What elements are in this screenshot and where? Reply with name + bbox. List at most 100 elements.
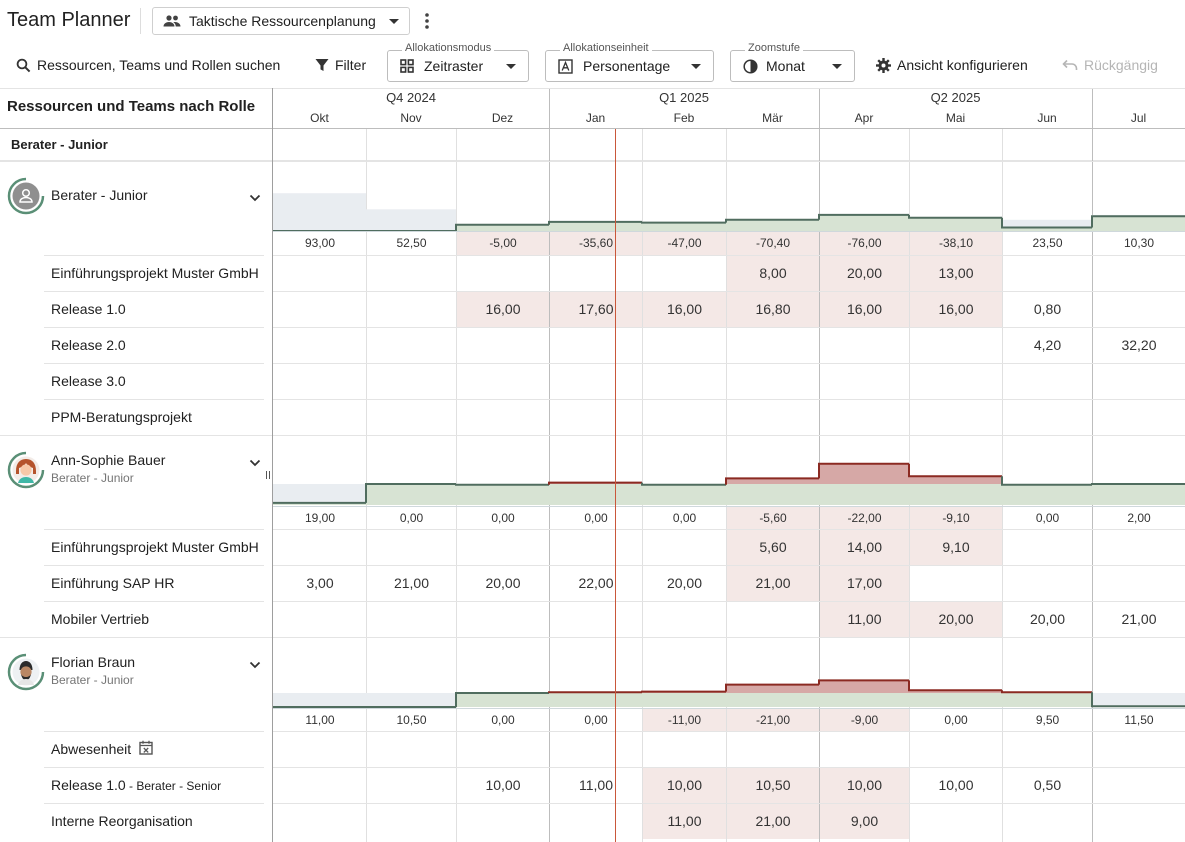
allocation-cell[interactable]: 10,00 — [938, 777, 974, 793]
allocation-cell[interactable] — [274, 602, 366, 637]
allocation-cell[interactable] — [367, 364, 456, 399]
allocation-cell[interactable]: 16,00 — [820, 292, 909, 327]
allocation-cell[interactable]: 5,60 — [727, 530, 819, 565]
more-options-icon[interactable] — [420, 10, 434, 32]
allocation-cell[interactable] — [367, 256, 456, 291]
allocation-cell[interactable]: 11,00 — [643, 804, 726, 839]
allocation-cell[interactable] — [910, 732, 1002, 767]
allocation-cell[interactable]: 21,00 — [393, 575, 430, 591]
allocation-cell[interactable]: 16,00 — [643, 292, 726, 327]
allocation-cell[interactable] — [367, 768, 456, 803]
allocation-cell[interactable] — [550, 530, 642, 565]
allocation-row-label[interactable]: Interne Reorganisation — [51, 813, 193, 829]
allocation-cell[interactable]: 16,00 — [457, 292, 549, 327]
allocation-row-label[interactable]: PPM-Beratungsprojekt — [51, 409, 192, 425]
allocation-cell[interactable] — [1093, 400, 1185, 435]
configure-view-button[interactable]: Ansicht konfigurieren — [876, 56, 1028, 74]
allocation-cell[interactable] — [274, 256, 366, 291]
allocation-cell[interactable] — [1003, 256, 1092, 291]
allocation-cell[interactable] — [643, 256, 726, 291]
allocation-cell[interactable] — [457, 804, 549, 839]
allocation-cell[interactable] — [1003, 732, 1092, 767]
allocation-cell[interactable]: 13,00 — [910, 256, 1002, 291]
allocation-cell[interactable] — [274, 768, 366, 803]
allocation-cell[interactable]: 20,00 — [1029, 611, 1066, 627]
allocation-cell[interactable] — [457, 530, 549, 565]
allocation-row-label[interactable]: Release 1.0 - Berater - Senior — [51, 777, 222, 793]
allocation-cell[interactable] — [457, 732, 549, 767]
allocation-cell[interactable] — [457, 256, 549, 291]
allocation-cell[interactable] — [910, 804, 1002, 839]
allocation-row-label[interactable]: Mobiler Vertrieb — [51, 611, 150, 627]
allocation-cell[interactable] — [727, 732, 819, 767]
chevron-down-icon[interactable] — [249, 459, 261, 467]
chevron-down-icon[interactable] — [249, 661, 261, 669]
allocation-cell[interactable]: 32,20 — [1121, 337, 1157, 353]
allocation-cell[interactable]: 17,60 — [550, 292, 642, 327]
allocation-row-label[interactable]: Release 1.0 — [51, 301, 126, 317]
allocation-cell[interactable] — [820, 732, 909, 767]
allocation-cell[interactable] — [820, 364, 909, 399]
allocation-cell[interactable]: 9,10 — [910, 530, 1002, 565]
allocation-cell[interactable] — [274, 364, 366, 399]
view-selector[interactable]: Taktische Ressourcenplanung — [152, 7, 410, 35]
allocation-cell[interactable] — [1093, 364, 1185, 399]
allocation-cell[interactable]: 10,00 — [485, 777, 521, 793]
undo-button[interactable]: Rückgängig — [1062, 56, 1158, 74]
allocation-cell[interactable] — [643, 364, 726, 399]
allocation-row-label[interactable]: Einführung SAP HR — [51, 575, 175, 591]
allocation-cell[interactable]: 10,00 — [820, 768, 909, 803]
allocation-cell[interactable] — [274, 530, 366, 565]
chevron-down-icon[interactable] — [249, 194, 261, 202]
search-button[interactable]: Ressourcen, Teams und Rollen suchen — [16, 56, 280, 74]
allocation-row-label[interactable]: Release 2.0 — [51, 337, 126, 353]
allocation-cell[interactable] — [820, 400, 909, 435]
allocation-cell[interactable] — [727, 400, 819, 435]
allocation-cell[interactable] — [1093, 768, 1185, 803]
allocation-cell[interactable]: 21,00 — [727, 566, 819, 601]
allocation-cell[interactable]: 20,00 — [485, 575, 521, 591]
allocation-cell[interactable] — [457, 602, 549, 637]
allocation-cell[interactable] — [1003, 364, 1092, 399]
allocation-row-label[interactable]: Release 3.0 — [51, 373, 126, 389]
allocation-cell[interactable] — [1093, 566, 1185, 601]
allocation-cell[interactable] — [1003, 566, 1092, 601]
allocation-cell[interactable] — [1003, 804, 1092, 839]
allocation-cell[interactable] — [820, 328, 909, 363]
allocation-cell[interactable] — [1003, 400, 1092, 435]
allocation-cell[interactable] — [643, 328, 726, 363]
allocation-cell[interactable]: 16,80 — [727, 292, 819, 327]
allocation-cell[interactable] — [727, 328, 819, 363]
allocation-cell[interactable] — [1093, 256, 1185, 291]
allocation-cell[interactable] — [457, 364, 549, 399]
zoom-select[interactable]: Zoomstufe Monat — [730, 42, 855, 82]
allocation-cell[interactable]: 20,00 — [820, 256, 909, 291]
allocation-cell[interactable] — [550, 328, 642, 363]
allocation-cell[interactable] — [550, 400, 642, 435]
allocation-cell[interactable] — [643, 530, 726, 565]
allocation-cell[interactable] — [367, 400, 456, 435]
allocation-cell[interactable] — [1093, 292, 1185, 327]
allocation-cell[interactable] — [550, 364, 642, 399]
allocation-cell[interactable] — [550, 256, 642, 291]
allocation-cell[interactable] — [727, 364, 819, 399]
allocation-row-label[interactable]: Einführungsprojekt Muster GmbH — [51, 265, 259, 281]
allocation-row-label[interactable]: Einführungsprojekt Muster GmbH — [51, 539, 259, 555]
allocation-cell[interactable] — [910, 328, 1002, 363]
allocation-cell[interactable] — [457, 328, 549, 363]
allocation-cell[interactable] — [367, 292, 456, 327]
allocation-cell[interactable]: 20,00 — [666, 575, 703, 591]
allocation-cell[interactable]: 17,00 — [820, 566, 909, 601]
allocation-cell[interactable] — [274, 804, 366, 839]
allocation-cell[interactable] — [457, 400, 549, 435]
allocation-cell[interactable]: 14,00 — [820, 530, 909, 565]
allocation-cell[interactable] — [367, 530, 456, 565]
allocation-cell[interactable]: 10,00 — [643, 768, 726, 803]
allocation-cell[interactable] — [643, 400, 726, 435]
allocation-cell[interactable] — [367, 804, 456, 839]
allocation-cell[interactable] — [1093, 530, 1185, 565]
allocation-cell[interactable]: 9,00 — [820, 804, 909, 839]
allocation-cell[interactable] — [274, 400, 366, 435]
allocation-cell[interactable] — [550, 732, 642, 767]
allocation-cell[interactable] — [727, 602, 819, 637]
